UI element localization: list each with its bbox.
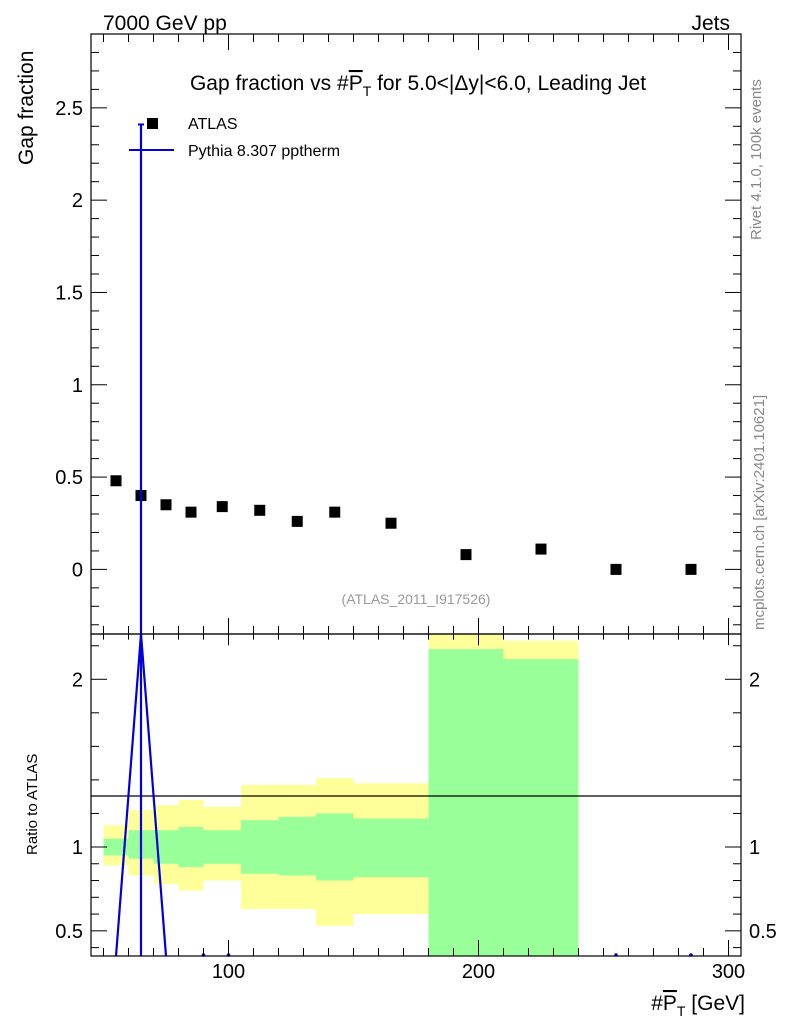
ratio-xtick-label: 200 xyxy=(462,961,495,983)
legend-atlas-marker xyxy=(147,118,158,129)
atlas-data-point xyxy=(685,563,697,575)
atlas-data-point xyxy=(110,475,122,487)
main-ytick-label: 2.5 xyxy=(55,98,83,120)
inner-band-bin xyxy=(178,826,204,868)
analysis-watermark: (ATLAS_2011_I917526) xyxy=(342,591,491,607)
ratio-ytick-label: 0.5 xyxy=(55,921,83,943)
ratio-uncertainty-bands xyxy=(103,634,579,956)
legend-pythia-label: Pythia 8.307 pptherm xyxy=(188,143,340,160)
ratio-xtick-label: 100 xyxy=(212,961,245,983)
main-ytick-label: 2 xyxy=(72,190,83,212)
atlas-data-point xyxy=(460,549,472,561)
ratio-xtick-label: 300 xyxy=(712,961,745,983)
atlas-data-point xyxy=(216,501,228,513)
x-axis-label: #PT [GeV] xyxy=(651,992,745,1019)
ratio-y-label: Ratio to ATLAS xyxy=(24,754,41,855)
atlas-data-point xyxy=(254,504,266,516)
main-ytick-label: 0 xyxy=(72,559,83,581)
ratio-ytick-label-right: 0.5 xyxy=(749,921,777,943)
ratio-ytick-label-right: 1 xyxy=(749,837,760,859)
mcplots-label: mcplots.cern.ch [arXiv:2401.10621] xyxy=(751,395,768,630)
title-sub: T xyxy=(363,83,372,99)
atlas-data-point xyxy=(385,517,397,529)
rivet-label: Rivet 4.1.0, 100k events xyxy=(748,79,765,240)
title-post: for 5.0<|Δy|<6.0, Leading Jet xyxy=(371,72,646,95)
main-ytick-label: 1.5 xyxy=(55,282,83,304)
inner-band-bin xyxy=(278,816,316,876)
inner-band-bin xyxy=(241,820,279,874)
inner-band-bin xyxy=(503,659,579,956)
atlas-data-point xyxy=(185,506,197,518)
legend-atlas-label: ATLAS xyxy=(188,116,238,133)
ratio-ytick-label: 2 xyxy=(72,669,83,691)
inner-band-bin xyxy=(428,649,504,956)
inner-band-bin xyxy=(316,813,354,881)
plot-title: Gap fraction vs #PT for 5.0<|Δy|<6.0, Le… xyxy=(190,72,646,99)
main-ytick-label: 1 xyxy=(72,375,83,397)
title-pre: Gap fraction vs # xyxy=(190,72,349,95)
xlabel-sub: T xyxy=(677,1003,686,1019)
atlas-data-point xyxy=(535,543,547,555)
inner-band-bin xyxy=(353,818,429,878)
title-pbar: P xyxy=(349,72,363,95)
inner-band-bin xyxy=(103,838,129,856)
xlabel-pbar: P xyxy=(663,992,677,1015)
ratio-ytick-label-right: 2 xyxy=(749,669,760,691)
process-label: Jets xyxy=(691,12,730,35)
main-ytick-label: 0.5 xyxy=(55,467,83,489)
xlabel-unit: [GeV] xyxy=(685,992,745,1015)
energy-label: 7000 GeV pp xyxy=(103,12,227,35)
inner-band-bin xyxy=(203,830,241,864)
main-panel-marks xyxy=(110,123,697,634)
atlas-data-point xyxy=(610,563,622,575)
xlabel-hash: # xyxy=(651,992,663,1015)
atlas-data-point xyxy=(160,499,172,511)
ratio-ytick-label: 1 xyxy=(72,837,83,859)
ratio-panel-frame xyxy=(90,633,742,957)
legend: ATLAS Pythia 8.307 pptherm xyxy=(129,116,340,160)
atlas-data-point xyxy=(291,515,303,527)
atlas-data-point xyxy=(329,506,341,518)
main-y-label: Gap fraction xyxy=(15,51,38,165)
